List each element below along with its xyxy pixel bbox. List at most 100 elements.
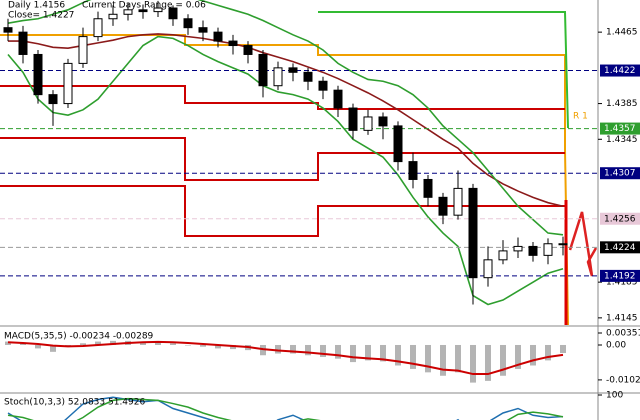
layers <box>0 0 598 420</box>
macd-bar <box>410 344 416 369</box>
level-label: 1.4256 <box>604 214 636 224</box>
candle-body <box>48 94 58 105</box>
pivot-line <box>0 137 565 181</box>
level-label: 1.4357 <box>604 124 636 134</box>
candle-body <box>303 71 313 82</box>
candle-body <box>333 89 343 109</box>
y-tick-label: 1.4145 <box>606 313 638 323</box>
stoch-line <box>7 396 564 420</box>
candle-body <box>423 178 433 198</box>
macd-bar <box>230 344 236 350</box>
level-label: 1.4224 <box>604 243 636 253</box>
candle-body <box>213 31 223 42</box>
macd-bar <box>200 344 206 347</box>
pivot-line <box>318 11 569 129</box>
macd-bar <box>170 343 176 345</box>
stoch-title: Stoch(10,3,3) 52.0833 51.4926 <box>4 398 145 408</box>
level-label: 1.4192 <box>604 271 636 281</box>
y-tick-label: 1.4185 <box>606 278 638 288</box>
subtitle: Current Days Range = 0.06 <box>82 1 206 11</box>
macd-bar <box>215 344 221 349</box>
overlay-line <box>7 35 564 306</box>
macd-bar <box>5 341 11 345</box>
candle-body <box>408 161 418 180</box>
candle-body <box>288 67 298 73</box>
macd-bar <box>560 344 566 353</box>
panel <box>0 0 598 306</box>
macd-bar <box>95 341 101 345</box>
candle-body <box>123 9 133 15</box>
annotation: Close= 1.4227 <box>8 11 74 21</box>
level-box <box>600 167 640 180</box>
macd-bar <box>275 344 281 354</box>
macd-bar <box>140 341 146 345</box>
y-tick-label: 0.00 <box>606 340 626 350</box>
candle-body <box>243 45 253 55</box>
level-box <box>600 212 640 225</box>
macd-bar <box>365 344 371 361</box>
macd-bar <box>500 344 506 376</box>
y-tick-label: 100 <box>606 391 623 401</box>
level-box <box>600 269 640 282</box>
macd-bar <box>320 344 326 357</box>
candle-body <box>78 36 88 64</box>
macd-bar <box>455 344 461 373</box>
candle-body <box>153 7 163 13</box>
title: Daily 1.4156 <box>8 1 65 11</box>
candle-body <box>63 62 73 105</box>
candle-body <box>438 196 448 216</box>
overlay-line <box>8 33 564 208</box>
candle-body <box>108 13 118 20</box>
candle-body <box>228 40 238 47</box>
macd-bar <box>545 344 551 361</box>
pivot-line <box>0 185 565 237</box>
y-tick-label: 1.4385 <box>606 99 638 109</box>
y-tick-label: 1.4345 <box>606 135 638 145</box>
macd-bar <box>350 344 356 363</box>
candle-body <box>138 9 148 13</box>
level-text: R 1 <box>573 112 588 122</box>
candle-body <box>393 125 403 163</box>
macd-bar <box>470 344 476 383</box>
y-axis: 1.4465 1.4385 1.4345 1.4185 1.4145 1.4422 1.43… <box>598 28 640 401</box>
level-box <box>600 64 640 77</box>
candle-body <box>258 53 268 87</box>
candle-body <box>168 7 178 20</box>
macd-bar <box>20 343 26 345</box>
candle-body <box>498 250 508 261</box>
y-tick-label: 0.00351 <box>606 328 640 338</box>
candle-body <box>378 116 388 127</box>
overlay-line <box>7 0 564 236</box>
panel <box>7 396 564 420</box>
macd-bar <box>530 344 536 366</box>
macd-bar <box>260 344 266 356</box>
macd-bar <box>335 344 341 359</box>
candle-body <box>3 27 13 33</box>
candle-body <box>33 53 43 96</box>
candle-body <box>318 80 328 91</box>
panel <box>5 340 566 383</box>
candle-body <box>198 27 208 33</box>
candle-body <box>273 67 283 87</box>
macd-bar <box>290 344 296 354</box>
macd-bar <box>155 341 161 345</box>
macd-bar <box>110 340 116 345</box>
y-tick-label: 1.4465 <box>606 28 638 38</box>
level-box <box>600 241 640 254</box>
macd-bar <box>305 344 311 356</box>
macd-bar <box>425 344 431 373</box>
candle-body <box>483 259 493 279</box>
macd-bar <box>35 344 41 349</box>
macd-bar <box>80 343 86 345</box>
macd-title: MACD(5,35,5) -0.00234 -0.00289 <box>4 332 154 342</box>
macd-bar <box>395 344 401 366</box>
candle-body <box>183 18 193 29</box>
candle-body <box>18 31 28 55</box>
level-label: 1.4307 <box>604 169 636 179</box>
candle-body <box>528 245 538 256</box>
candle-body <box>513 245 523 252</box>
candle-body <box>348 107 358 131</box>
level-box <box>600 122 640 135</box>
